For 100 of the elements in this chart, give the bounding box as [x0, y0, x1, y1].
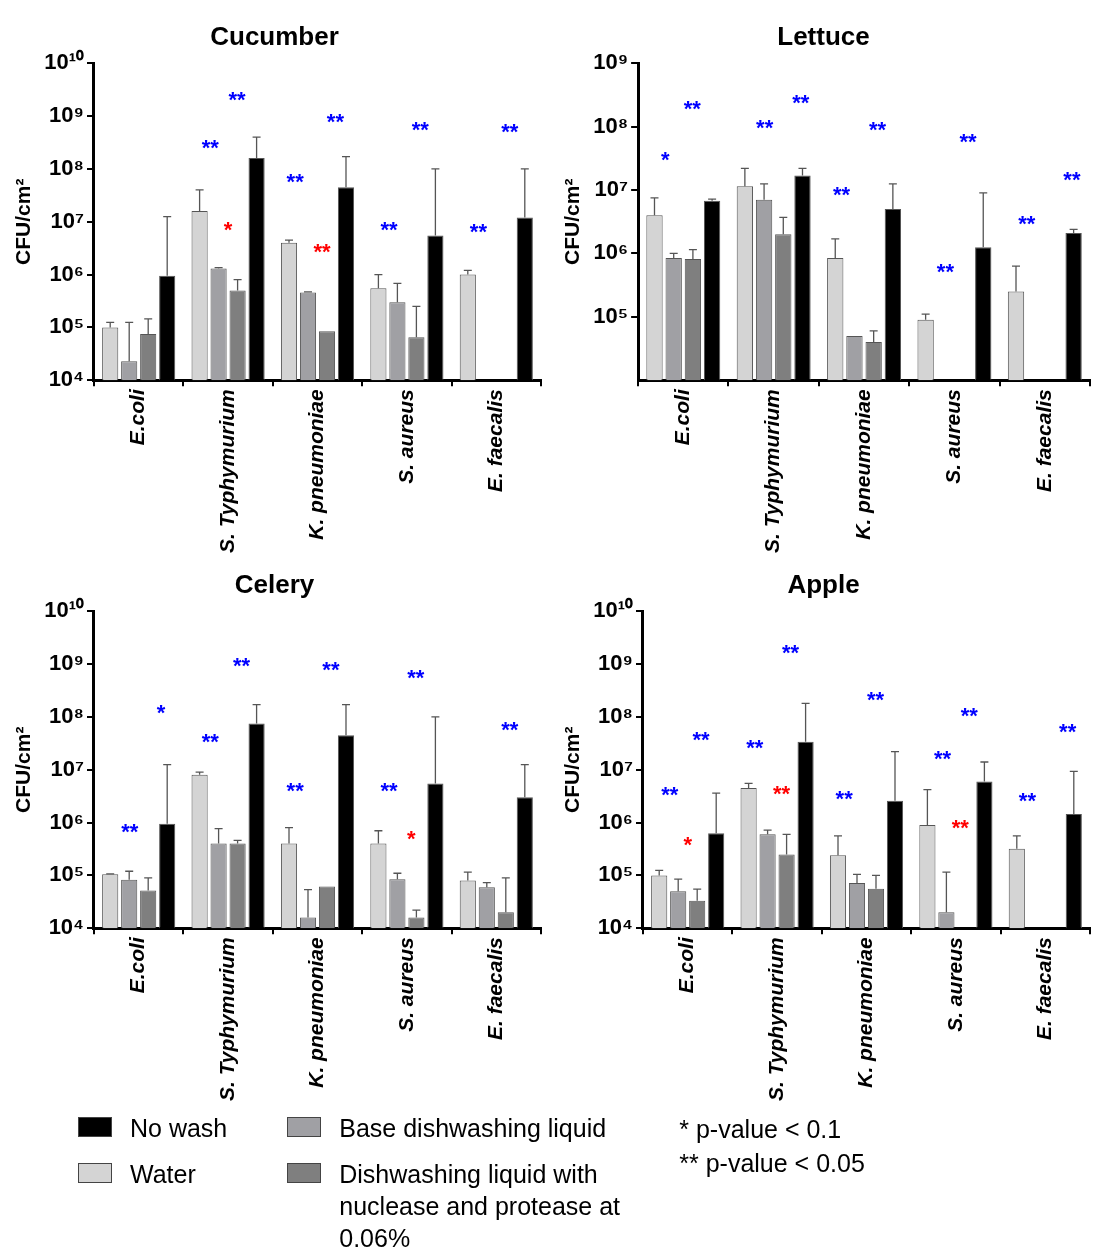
- x-tick-label: S. Typhymurium: [214, 937, 238, 1102]
- y-tick-label: 10⁹: [593, 49, 629, 75]
- annotation: **: [866, 687, 885, 713]
- x-tick-label: E.coli: [125, 936, 149, 994]
- annotation: **: [960, 702, 979, 728]
- chart-title: Celery: [234, 568, 315, 599]
- y-tick-label: 10⁷: [50, 207, 84, 233]
- annotation: *: [407, 825, 417, 851]
- chart-title: Cucumber: [210, 20, 339, 51]
- x-tick-label: E.coli: [125, 388, 149, 446]
- annotation: **: [232, 653, 251, 679]
- annotation: *: [223, 217, 233, 243]
- y-tick-label: 10⁶: [49, 260, 84, 286]
- annotation: **: [692, 726, 711, 752]
- annotation: **: [201, 134, 220, 160]
- x-tick-label: S. aureus: [393, 937, 417, 1032]
- y-tick-label: 10⁹: [598, 650, 633, 676]
- x-tick-label: E.coli: [670, 388, 694, 446]
- y-tick-label: 10⁸: [49, 702, 84, 728]
- annotation: **: [1018, 788, 1037, 814]
- y-tick-label: 10⁷: [594, 176, 629, 202]
- annotation: **: [746, 735, 764, 761]
- annotation: **: [380, 217, 399, 243]
- x-tick-label: K. pneumoniae: [853, 936, 877, 1088]
- annotation: **: [959, 128, 977, 154]
- annotation: **: [286, 777, 305, 803]
- y-tick-label: 10⁷: [599, 755, 633, 781]
- annotation: **: [835, 785, 854, 811]
- y-tick-label: 10⁴: [48, 914, 84, 940]
- annotation: *: [156, 700, 166, 726]
- annotation: **: [201, 729, 220, 755]
- legend-label: No wash: [130, 1113, 228, 1144]
- annotation: **: [286, 169, 305, 195]
- x-tick-label: S. Typhymurium: [214, 389, 238, 554]
- legend-label: Base dishwashing liquid: [339, 1113, 607, 1144]
- annotation: **: [326, 108, 345, 134]
- annotation: **: [407, 664, 425, 690]
- annotation: **: [322, 656, 340, 682]
- annotation: *: [660, 146, 670, 172]
- annotation: **: [501, 716, 519, 742]
- chart-title: Lettuce: [777, 20, 870, 51]
- y-tick-label: 10⁸: [49, 154, 84, 180]
- x-tick-label: K. pneumoniae: [304, 936, 328, 1088]
- y-tick-label: 10⁸: [593, 112, 629, 138]
- y-tick-label: 10⁹: [49, 102, 84, 128]
- y-tick-label: 10⁵: [598, 861, 633, 887]
- x-tick-label: E. faecalis: [1032, 937, 1056, 1040]
- annotation: **: [380, 777, 399, 803]
- x-tick-label: E. faecalis: [1031, 389, 1055, 492]
- y-tick-label: 10⁶: [598, 808, 633, 834]
- x-tick-label: S. Typhymurium: [763, 937, 787, 1102]
- x-tick-label: S. aureus: [393, 389, 417, 484]
- y-tick-label: 10¹⁰: [593, 597, 633, 623]
- y-axis-title: CFU/cm²: [560, 726, 584, 813]
- y-axis-title: CFU/cm²: [11, 726, 35, 813]
- y-tick-label: 10⁷: [50, 755, 84, 781]
- y-tick-label: 10⁵: [49, 313, 84, 339]
- x-tick-label: E. faecalis: [483, 389, 507, 492]
- legend-label: Dishwashing liquid with nuclease and protease at 0.06%: [339, 1159, 622, 1254]
- annotation: *: [683, 831, 693, 857]
- annotation: **: [683, 96, 702, 122]
- annotation: **: [661, 781, 679, 807]
- x-tick-label: S. aureus: [941, 389, 965, 484]
- annotation: **: [469, 219, 488, 245]
- annotation: **: [951, 814, 970, 840]
- x-tick-label: K. pneumoniae: [850, 388, 874, 540]
- annotation: **: [1063, 166, 1081, 192]
- y-tick-label: 10⁶: [593, 239, 629, 265]
- y-axis-title: CFU/cm²: [560, 178, 584, 265]
- y-tick-label: 10⁸: [598, 702, 633, 728]
- text: ** p-value < 0.05: [679, 1148, 865, 1179]
- y-tick-label: 10⁴: [48, 366, 84, 392]
- annotation: **: [936, 259, 955, 285]
- y-tick-label: 10¹⁰: [44, 597, 84, 623]
- y-tick-label: 10⁴: [597, 914, 633, 940]
- annotation: **: [121, 819, 139, 845]
- annotation: **: [781, 639, 800, 665]
- y-axis-title: CFU/cm²: [11, 178, 35, 265]
- y-tick-label: 10⁶: [49, 808, 84, 834]
- annotation: **: [228, 87, 247, 113]
- annotation: **: [933, 746, 952, 772]
- x-tick-label: K. pneumoniae: [304, 388, 328, 540]
- annotation: **: [756, 115, 774, 141]
- x-tick-label: E. faecalis: [483, 937, 507, 1040]
- annotation: **: [869, 117, 887, 143]
- text: * p-value < 0.1: [679, 1114, 843, 1145]
- legend-label: Water: [130, 1159, 196, 1190]
- x-tick-label: S. aureus: [942, 937, 966, 1032]
- annotation: **: [792, 89, 810, 115]
- annotation: **: [501, 119, 519, 145]
- y-tick-label: 10⁵: [593, 302, 629, 328]
- annotation: **: [313, 239, 331, 265]
- y-tick-label: 10⁵: [49, 861, 84, 887]
- annotation: **: [832, 182, 851, 208]
- chart-title: Apple: [787, 568, 860, 599]
- annotation: **: [773, 781, 791, 807]
- x-tick-label: E.coli: [674, 936, 698, 994]
- annotation: **: [1059, 719, 1077, 745]
- y-tick-label: 10¹⁰: [44, 49, 84, 75]
- annotation: **: [1018, 210, 1036, 236]
